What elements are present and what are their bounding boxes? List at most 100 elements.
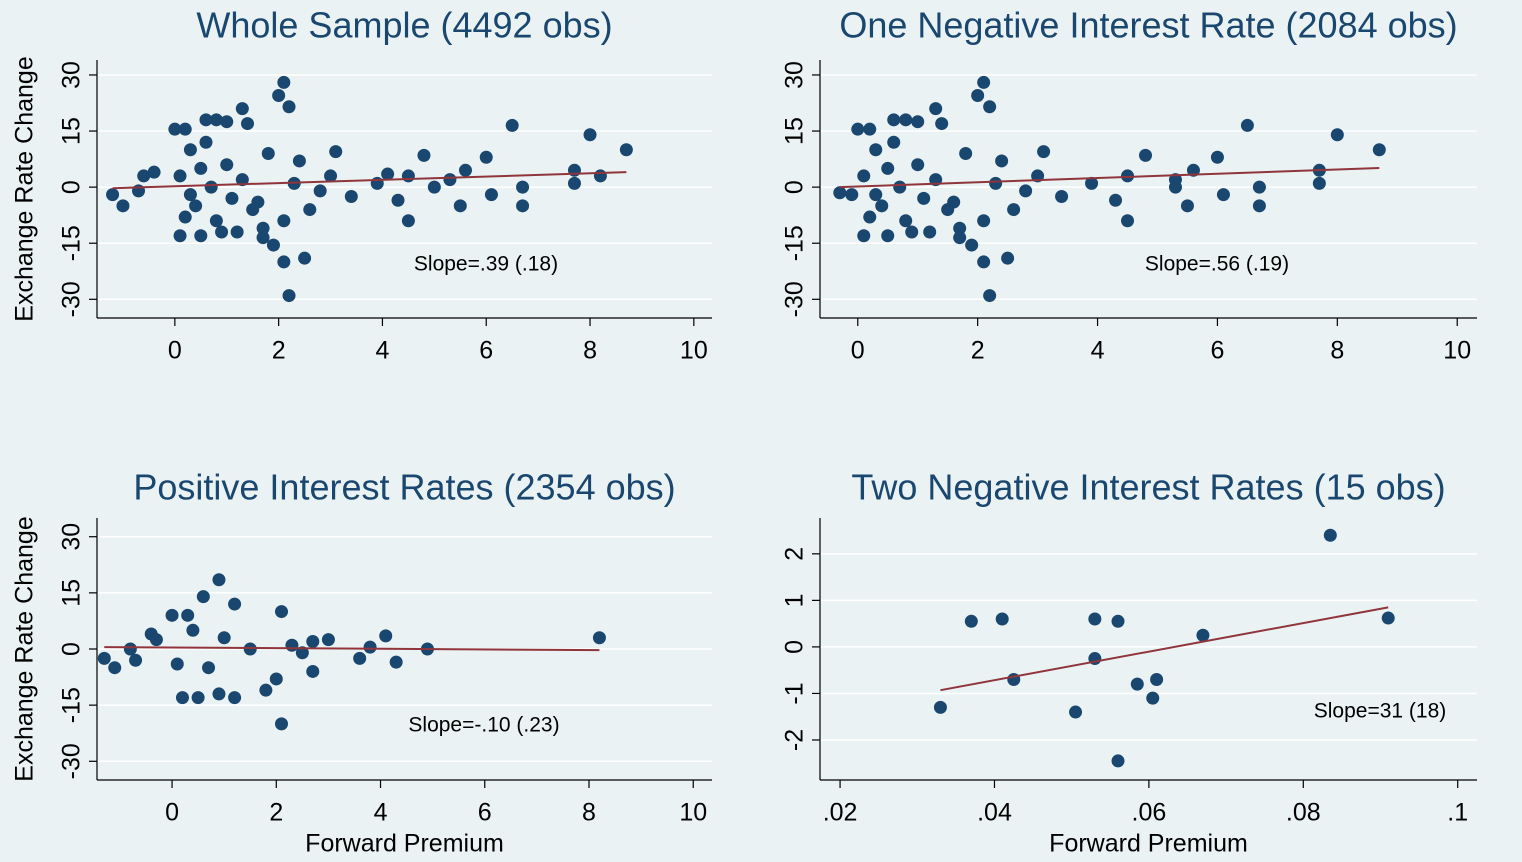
point [1139, 148, 1153, 162]
point [516, 199, 530, 213]
chart-title: One Negative Interest Rate (2084 obs) [839, 5, 1457, 46]
point [917, 191, 931, 205]
point [196, 590, 210, 604]
x-tick-label: 4 [1091, 337, 1105, 365]
y-tick-label: -15 [58, 225, 86, 261]
x-tick-label: .08 [1286, 799, 1321, 827]
point [567, 176, 581, 190]
x-tick-label: 2 [971, 337, 985, 365]
point [845, 188, 859, 202]
point [251, 195, 265, 209]
y-axis-label: Exchange Rate Change [11, 56, 39, 321]
point [1069, 705, 1083, 719]
point [256, 231, 270, 245]
point [269, 672, 283, 686]
point [1168, 180, 1182, 194]
point [209, 113, 223, 127]
point [266, 238, 280, 252]
point [228, 597, 242, 611]
point [1121, 214, 1135, 228]
point [887, 113, 901, 127]
x-tick-label: .02 [823, 799, 858, 827]
point [1085, 176, 1099, 190]
point [458, 163, 472, 177]
point [995, 154, 1009, 168]
point [863, 210, 877, 224]
point [977, 214, 991, 228]
fit-line [104, 646, 600, 652]
point [1210, 150, 1224, 164]
point [593, 169, 607, 183]
point [202, 661, 216, 675]
point [505, 118, 519, 132]
chart-title: Two Negative Interest Rates (15 obs) [851, 467, 1445, 508]
y-tick-label: 30 [58, 523, 86, 551]
point [1372, 143, 1386, 157]
point [887, 135, 901, 149]
point [199, 113, 213, 127]
x-tick-label: .06 [1132, 799, 1167, 827]
point [1037, 145, 1051, 159]
x-tick-label: 4 [374, 799, 388, 827]
x-tick-label: 0 [168, 337, 182, 365]
point [953, 221, 967, 235]
y-axis-label: Exchange Rate Change [11, 516, 39, 781]
x-tick-label: 2 [272, 337, 286, 365]
point [905, 225, 919, 239]
point [149, 633, 163, 647]
point [204, 180, 218, 194]
y-tick-label: -30 [781, 281, 809, 317]
point [108, 661, 122, 675]
point [899, 113, 913, 127]
point [170, 657, 184, 671]
x-tick-label: 10 [680, 337, 708, 365]
point [259, 683, 273, 697]
point [911, 158, 925, 172]
point [292, 154, 306, 168]
point [230, 225, 244, 239]
point [235, 102, 249, 116]
point [977, 75, 991, 89]
point [212, 687, 226, 701]
point [220, 115, 234, 129]
point [1216, 188, 1230, 202]
point [1252, 199, 1266, 213]
point [209, 214, 223, 228]
point [275, 717, 288, 731]
x-tick-label: .04 [977, 799, 1012, 827]
point [881, 229, 895, 243]
point [165, 608, 179, 622]
point [186, 623, 200, 637]
point [977, 255, 991, 269]
point [401, 169, 415, 183]
point [935, 117, 949, 131]
point [1130, 677, 1144, 691]
point [277, 214, 291, 228]
y-tick-label: -15 [781, 225, 809, 261]
point [282, 289, 296, 303]
point [220, 158, 234, 172]
point [303, 203, 317, 217]
point [217, 631, 231, 645]
point [277, 255, 291, 269]
point [1381, 611, 1395, 625]
point [306, 635, 320, 649]
point [389, 655, 403, 669]
point [971, 89, 985, 103]
point [183, 188, 197, 202]
x-axis-label: Forward Premium [1049, 830, 1248, 858]
point [97, 651, 111, 665]
x-tick-label: 10 [1443, 337, 1471, 365]
y-tick-label: 0 [58, 180, 86, 194]
point [479, 150, 493, 164]
point [363, 640, 377, 654]
x-tick-label: 6 [1210, 337, 1224, 365]
point [178, 210, 192, 224]
point [137, 169, 151, 183]
x-tick-label: 2 [269, 799, 283, 827]
chart-title: Positive Interest Rates (2354 obs) [133, 467, 675, 508]
point [344, 189, 358, 203]
point [241, 117, 255, 131]
point [453, 199, 467, 213]
